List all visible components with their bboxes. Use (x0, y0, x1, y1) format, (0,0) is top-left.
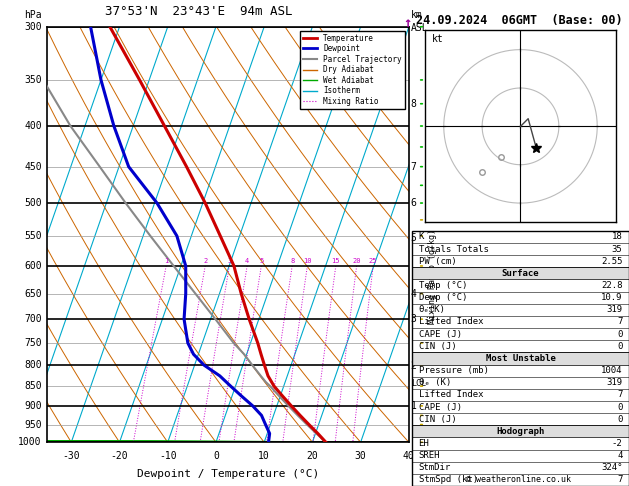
Text: 5: 5 (411, 233, 416, 243)
Text: 750: 750 (24, 338, 42, 348)
Text: CAPE (J): CAPE (J) (418, 330, 462, 339)
Text: 700: 700 (24, 314, 42, 324)
Text: 15: 15 (331, 258, 340, 264)
Text: Surface: Surface (502, 269, 539, 278)
Text: 7: 7 (617, 390, 623, 399)
Text: 0: 0 (617, 330, 623, 339)
Text: 319: 319 (606, 378, 623, 387)
Text: StmSpd (kt): StmSpd (kt) (418, 475, 477, 485)
Text: EH: EH (418, 439, 429, 448)
Bar (412, 267, 629, 279)
Text: 18: 18 (612, 232, 623, 242)
Text: ↑: ↑ (403, 16, 412, 30)
Text: 2: 2 (203, 258, 208, 264)
Text: 6: 6 (411, 198, 416, 208)
Text: 1004: 1004 (601, 366, 623, 375)
Text: 0: 0 (617, 342, 623, 351)
Text: StmDir: StmDir (418, 463, 451, 472)
Text: -20: -20 (111, 451, 128, 461)
Text: Lifted Index: Lifted Index (418, 317, 483, 327)
Text: θₑ(K): θₑ(K) (418, 305, 445, 314)
Text: K: K (418, 232, 424, 242)
Text: 950: 950 (24, 419, 42, 430)
Text: CAPE (J): CAPE (J) (418, 402, 462, 412)
Text: -2: -2 (612, 439, 623, 448)
Text: 4: 4 (245, 258, 249, 264)
Text: CIN (J): CIN (J) (418, 415, 456, 424)
Text: Dewpoint / Temperature (°C): Dewpoint / Temperature (°C) (137, 469, 319, 479)
Text: km: km (411, 11, 423, 20)
Text: LCL: LCL (411, 379, 426, 388)
Text: 20: 20 (306, 451, 318, 461)
Text: 37°53'N  23°43'E  94m ASL: 37°53'N 23°43'E 94m ASL (105, 5, 293, 18)
Text: 8: 8 (411, 99, 416, 109)
Text: -10: -10 (159, 451, 177, 461)
Legend: Temperature, Dewpoint, Parcel Trajectory, Dry Adiabat, Wet Adiabat, Isotherm, Mi: Temperature, Dewpoint, Parcel Trajectory… (301, 31, 405, 109)
Text: 450: 450 (24, 162, 42, 172)
Text: Hodograph: Hodograph (496, 427, 545, 436)
Text: 3: 3 (227, 258, 231, 264)
Text: 850: 850 (24, 381, 42, 391)
Text: 3: 3 (411, 314, 416, 324)
Text: 0: 0 (617, 402, 623, 412)
Text: Totals Totals: Totals Totals (418, 244, 488, 254)
Text: 600: 600 (24, 261, 42, 271)
Bar (412, 425, 629, 437)
Text: 2: 2 (411, 361, 416, 371)
Text: Dewp (°C): Dewp (°C) (418, 293, 467, 302)
Text: 10: 10 (303, 258, 311, 264)
Text: 20: 20 (352, 258, 361, 264)
Text: 650: 650 (24, 289, 42, 298)
Text: 7: 7 (617, 475, 623, 485)
Text: 500: 500 (24, 198, 42, 208)
Text: © weatheronline.co.uk: © weatheronline.co.uk (467, 474, 571, 484)
Text: ASL: ASL (411, 23, 428, 33)
Text: θₑ (K): θₑ (K) (418, 378, 451, 387)
Text: 300: 300 (24, 22, 42, 32)
Text: 800: 800 (24, 360, 42, 370)
Text: 40: 40 (403, 451, 415, 461)
Text: 324°: 324° (601, 463, 623, 472)
Text: Most Unstable: Most Unstable (486, 354, 555, 363)
Text: 35: 35 (612, 244, 623, 254)
Text: SREH: SREH (418, 451, 440, 460)
Text: hPa: hPa (24, 11, 42, 20)
Text: 24.09.2024  06GMT  (Base: 00): 24.09.2024 06GMT (Base: 00) (416, 14, 623, 27)
Text: 30: 30 (355, 451, 367, 461)
Text: 5: 5 (259, 258, 264, 264)
Text: PW (cm): PW (cm) (418, 257, 456, 266)
Text: 25: 25 (369, 258, 377, 264)
Text: 7: 7 (617, 317, 623, 327)
Text: 4: 4 (411, 289, 416, 298)
Text: 0: 0 (213, 451, 219, 461)
Text: 400: 400 (24, 121, 42, 131)
Text: 2.55: 2.55 (601, 257, 623, 266)
Text: 10.9: 10.9 (601, 293, 623, 302)
Text: 1: 1 (411, 401, 416, 411)
Text: 10: 10 (259, 451, 270, 461)
Text: 900: 900 (24, 401, 42, 411)
Text: Mixing Ratio (g/kg): Mixing Ratio (g/kg) (428, 228, 437, 324)
Text: 550: 550 (24, 231, 42, 241)
Text: 4: 4 (617, 451, 623, 460)
Text: Temp (°C): Temp (°C) (418, 281, 467, 290)
Text: 1000: 1000 (18, 437, 42, 447)
Text: 8: 8 (290, 258, 294, 264)
Text: Lifted Index: Lifted Index (418, 390, 483, 399)
Text: Pressure (mb): Pressure (mb) (418, 366, 488, 375)
Text: 0: 0 (617, 415, 623, 424)
Text: 22.8: 22.8 (601, 281, 623, 290)
Text: CIN (J): CIN (J) (418, 342, 456, 351)
Text: kt: kt (432, 34, 444, 44)
Bar (412, 352, 629, 364)
Text: 319: 319 (606, 305, 623, 314)
Text: -30: -30 (62, 451, 80, 461)
Text: 7: 7 (411, 162, 416, 172)
Text: 350: 350 (24, 75, 42, 85)
Text: 1: 1 (164, 258, 169, 264)
